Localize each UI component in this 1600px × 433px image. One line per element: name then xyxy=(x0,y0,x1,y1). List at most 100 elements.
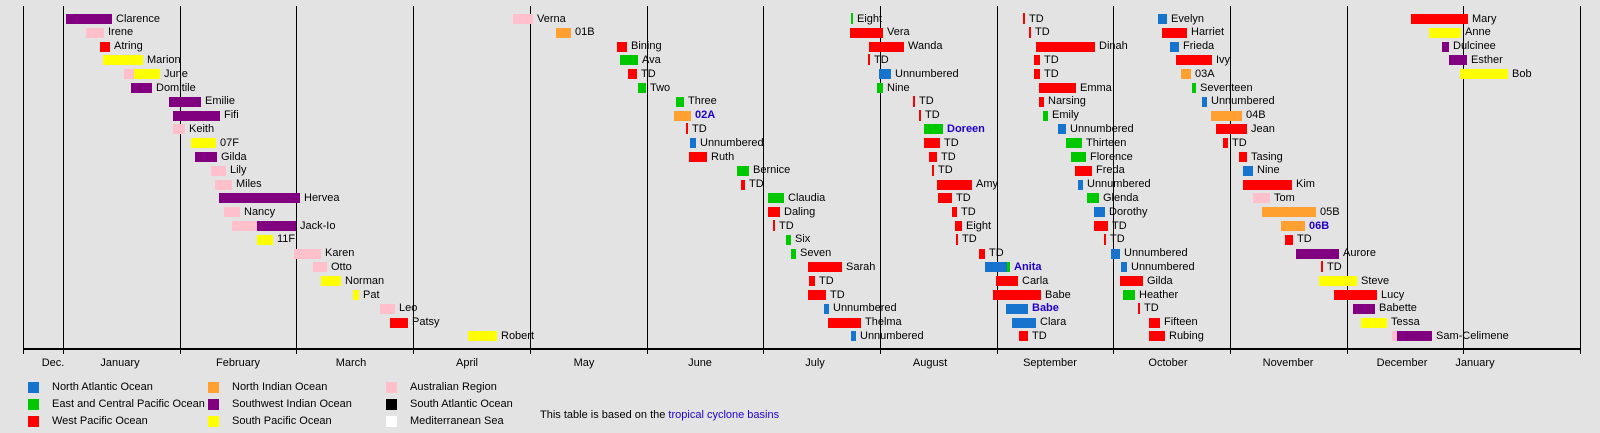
storm-bar xyxy=(674,110,691,121)
storm-label: TD xyxy=(1044,67,1059,80)
storm-bar xyxy=(1007,262,1010,273)
storm-label[interactable]: Anita xyxy=(1014,260,1042,273)
storm-label: TD xyxy=(1232,136,1247,149)
storm-bar xyxy=(1123,290,1135,300)
storm-bar xyxy=(1296,248,1339,259)
month-label: June xyxy=(688,357,712,369)
storm-bar xyxy=(1087,193,1099,204)
storm-bar xyxy=(1285,234,1293,245)
storm-bar xyxy=(215,179,232,190)
storm-bar xyxy=(353,290,359,300)
storm-label: Carla xyxy=(1022,274,1049,287)
storm-label: Ava xyxy=(642,53,661,66)
storm-label: Unnumbered xyxy=(700,136,764,149)
storm-bar xyxy=(1223,138,1228,149)
storm-label: Rubing xyxy=(1169,329,1204,342)
storm-bar xyxy=(1253,193,1270,204)
axis-tick xyxy=(996,348,998,354)
storm-label: Unnumbered xyxy=(1070,122,1134,135)
storm-label: Jack-Io xyxy=(300,219,336,232)
storm-label: Babe xyxy=(1045,288,1071,301)
axis-tick xyxy=(1230,348,1231,354)
legend-label: South Pacific Ocean xyxy=(232,415,332,427)
storm-label[interactable]: 06B xyxy=(1309,219,1330,232)
storm-bar xyxy=(380,303,395,314)
storm-label: Atring xyxy=(114,40,143,53)
storm-bar xyxy=(513,14,533,24)
storm-bar xyxy=(689,152,707,162)
storm-label: Norman xyxy=(345,274,385,287)
storm-bar xyxy=(913,95,915,107)
axis-line xyxy=(22,348,1580,350)
storm-bar xyxy=(134,69,160,80)
storm-label: Ivy xyxy=(1216,53,1231,66)
axis-tick xyxy=(63,348,64,354)
month-gridline xyxy=(1230,6,1231,348)
storm-bar xyxy=(808,290,826,300)
storm-label: Gilda xyxy=(221,150,247,163)
storm-bar xyxy=(313,262,327,273)
storm-label: Dorothy xyxy=(1109,205,1148,218)
storm-label: Unnumbered xyxy=(1211,95,1275,108)
storm-bar xyxy=(1460,69,1508,80)
storm-bar xyxy=(791,248,796,259)
storm-label: Narsing xyxy=(1048,95,1086,108)
storm-bar xyxy=(1281,221,1305,231)
storm-bar xyxy=(1397,331,1432,342)
storm-bar xyxy=(1094,207,1105,218)
legend-swatch-epac xyxy=(28,399,39,410)
storm-label: TD xyxy=(1112,219,1127,232)
storm-bar xyxy=(924,124,943,135)
storm-bar xyxy=(1334,290,1377,300)
month-label: October xyxy=(1148,357,1188,369)
storm-label: TD xyxy=(925,109,940,122)
storm-bar xyxy=(321,276,341,287)
storm-bar xyxy=(468,331,497,342)
storm-label: Unnumbered xyxy=(895,67,959,80)
storm-bar xyxy=(937,179,972,190)
storm-label: Fifi xyxy=(224,109,239,122)
storm-bar xyxy=(1321,261,1323,273)
legend-swatch-swio xyxy=(208,399,219,410)
month-gridline xyxy=(296,6,298,348)
legend-swatch-satl xyxy=(386,399,397,410)
month-gridline xyxy=(763,6,765,348)
month-label: April xyxy=(455,357,479,369)
storm-bar xyxy=(979,248,985,259)
storm-bar xyxy=(638,83,646,93)
storm-label: Vera xyxy=(887,26,910,39)
storm-label: Emma xyxy=(1080,81,1112,94)
storm-label: TD xyxy=(919,95,934,108)
month-label: November xyxy=(1262,357,1314,369)
month-gridline xyxy=(996,6,998,348)
storm-bar xyxy=(956,233,958,245)
storm-label: Patsy xyxy=(412,316,440,329)
storm-bar xyxy=(1429,27,1461,38)
storm-label: TD xyxy=(749,178,764,191)
storm-bar xyxy=(1411,14,1468,24)
storm-bar xyxy=(868,54,870,66)
storm-label: Hervea xyxy=(304,191,340,204)
storm-bar xyxy=(924,138,940,149)
storm-label: TD xyxy=(692,122,707,135)
storm-label: Robert xyxy=(501,329,535,342)
storm-label: Irene xyxy=(108,26,134,39)
legend-label: South Atlantic Ocean xyxy=(410,398,513,410)
storm-label: TD xyxy=(962,233,977,246)
storm-bar xyxy=(169,96,201,107)
storm-label: 04B xyxy=(1246,109,1266,122)
storm-bar xyxy=(1058,124,1066,135)
storm-label: Emily xyxy=(1052,109,1079,122)
storm-label[interactable]: 02A xyxy=(695,109,716,122)
storm-label: TD xyxy=(830,288,845,301)
storm-label: Dinah xyxy=(1099,40,1128,53)
storm-label: Tasing xyxy=(1251,150,1283,163)
storm-label: Evelyn xyxy=(1171,12,1205,25)
storm-label[interactable]: Doreen xyxy=(947,122,985,135)
storm-bar xyxy=(390,317,408,328)
tropical-cyclone-basins-link[interactable]: tropical cyclone basins xyxy=(668,409,780,421)
storm-label[interactable]: Babe xyxy=(1032,302,1059,315)
storm-bar xyxy=(1006,303,1028,314)
storm-bar xyxy=(1202,96,1207,107)
